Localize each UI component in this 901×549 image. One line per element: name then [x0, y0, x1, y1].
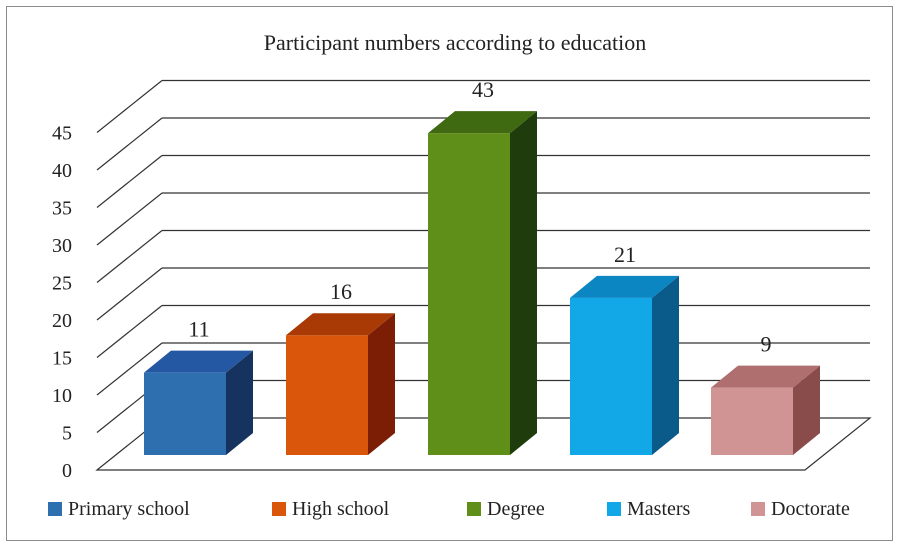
bar [286, 313, 395, 455]
legend-label: Primary school [68, 498, 190, 520]
y-tick-label: 30 [52, 235, 72, 257]
bar [428, 111, 537, 456]
y-tick-label: 0 [62, 460, 72, 482]
data-label: 9 [761, 332, 772, 357]
chart-title: Participant numbers according to educati… [264, 30, 646, 55]
bar-front [144, 372, 226, 455]
legend-item: High school [272, 498, 390, 520]
legend-item: Primary school [48, 498, 190, 520]
data-label: 43 [472, 77, 494, 102]
bar-top [711, 365, 820, 388]
gridline-diagonal [96, 192, 163, 246]
bar-top [570, 275, 679, 298]
y-tick-label: 25 [52, 273, 72, 295]
bar-side [226, 350, 253, 455]
bar-front [428, 133, 510, 455]
y-tick-label: 45 [52, 123, 72, 145]
y-tick-label: 5 [62, 423, 72, 445]
y-tick-label: 10 [52, 385, 72, 407]
legend-swatch [467, 502, 481, 516]
legend-item: Masters [607, 498, 691, 520]
chart-floor [95, 417, 872, 471]
legend-label: Doctorate [771, 498, 850, 520]
gridline-diagonal [96, 267, 163, 321]
bar-top [286, 313, 395, 336]
bar-top [428, 111, 537, 134]
gridline-diagonal [96, 155, 163, 208]
gridline-diagonal [96, 342, 163, 396]
data-label: 21 [614, 242, 636, 267]
gridline-diagonal [96, 117, 163, 171]
gridline-diagonal [96, 80, 163, 133]
bar-side [793, 365, 820, 455]
y-tick-label: 15 [52, 348, 72, 370]
bar-side [510, 111, 537, 456]
legend-item: Degree [467, 498, 545, 520]
legend-label: Degree [487, 498, 545, 520]
data-label: 11 [188, 317, 209, 342]
legend-swatch [607, 502, 621, 516]
gridline-diagonal [96, 230, 163, 283]
legend-swatch [272, 502, 286, 516]
bar-side [652, 275, 679, 455]
y-tick-label: 35 [52, 198, 72, 220]
gridline-diagonal [96, 305, 163, 358]
legend: Primary school High school Degree Masters Do… [48, 498, 850, 520]
bar-front [570, 297, 652, 455]
legend-label: Masters [627, 498, 691, 520]
bar-front [711, 387, 793, 455]
legend-label: High school [292, 498, 390, 520]
y-tick-label: 20 [52, 310, 72, 332]
bar-top [144, 350, 253, 373]
legend-swatch [751, 502, 765, 516]
bar [570, 275, 679, 455]
bar [144, 350, 253, 455]
y-tick-label: 40 [52, 160, 72, 182]
bar-front [286, 335, 368, 455]
legend-swatch [48, 502, 62, 516]
bar-side [368, 313, 395, 455]
data-labels: 11 16 43 21 9 [188, 77, 771, 356]
bars [144, 111, 820, 456]
y-axis: 0 5 10 15 20 25 30 35 40 45 [52, 123, 72, 483]
legend-item: Doctorate [751, 498, 850, 520]
bar [711, 365, 820, 455]
data-label: 16 [330, 279, 352, 304]
